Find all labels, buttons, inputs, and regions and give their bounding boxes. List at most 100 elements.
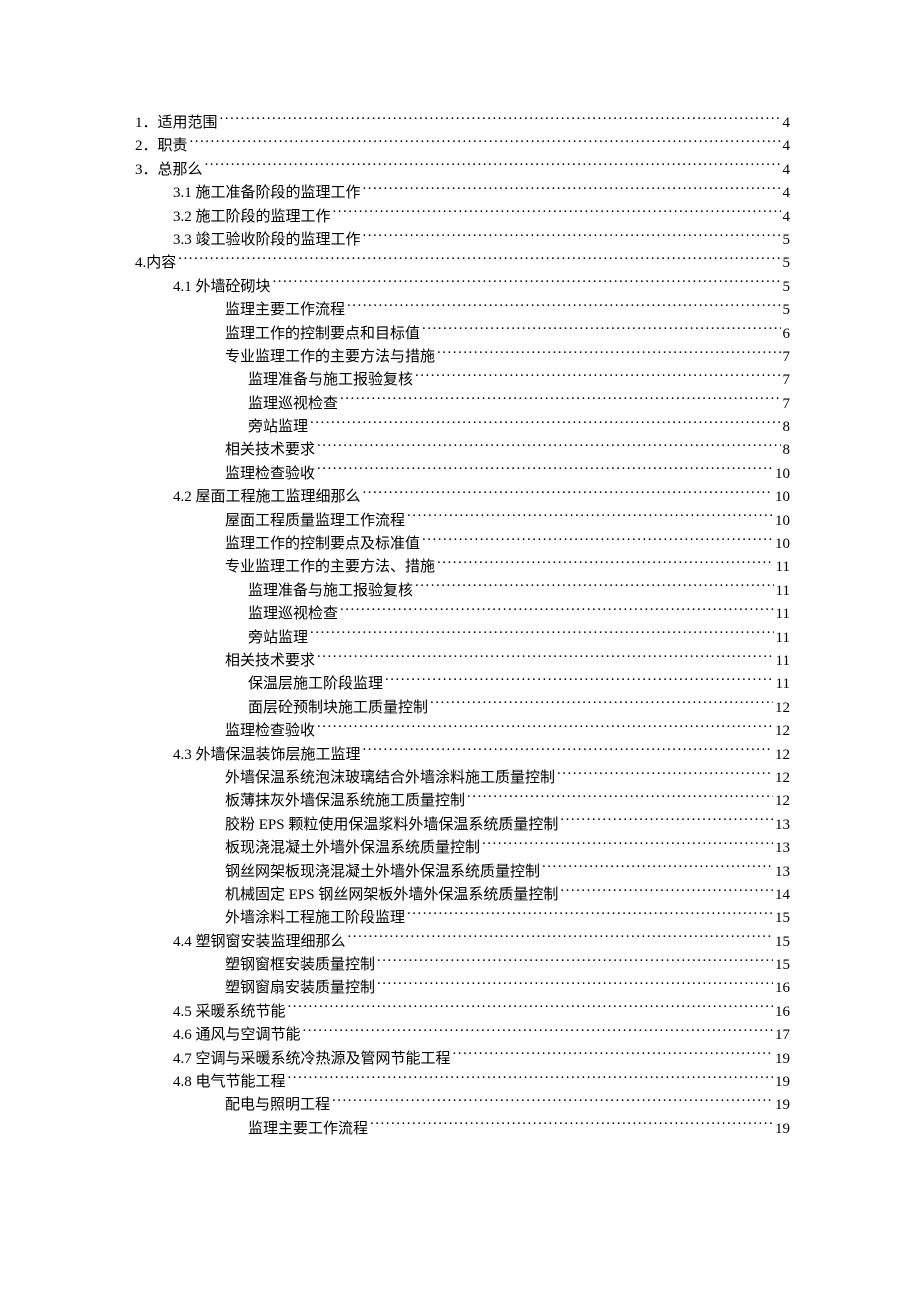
toc-entry: 面层砼预制块施工质量控制12 <box>135 697 790 720</box>
toc-page-number: 10 <box>775 486 790 509</box>
toc-entry: 监理主要工作流程 5 <box>135 299 790 322</box>
toc-entry: 外墙涂料工程施工阶段监理 15 <box>135 907 790 930</box>
table-of-contents: 1．适用范围42．职责43．总那么 4 3.1 施工准备阶段的监理工作 4 3.2 施工… <box>135 112 790 1141</box>
toc-leader <box>220 112 781 127</box>
toc-page-number: 15 <box>775 931 790 954</box>
toc-label: 监理主要工作流程 <box>248 1118 368 1141</box>
toc-entry: 胶粉 EPS 颗粒使用保温浆料外墙保温系统质量控制13 <box>135 814 790 837</box>
toc-entry: 3．总那么 4 <box>135 159 790 182</box>
toc-entry: 保温层施工阶段监理 11 <box>135 673 790 696</box>
toc-page-number: 11 <box>776 673 790 696</box>
toc-page-number: 15 <box>775 954 790 977</box>
toc-leader <box>560 814 773 829</box>
toc-leader <box>385 673 774 688</box>
toc-leader <box>317 439 780 454</box>
toc-entry: 2．职责4 <box>135 135 790 158</box>
toc-entry: 1．适用范围4 <box>135 112 790 135</box>
toc-label: 监理主要工作流程 <box>225 299 345 322</box>
toc-leader <box>482 837 773 852</box>
toc-page-number: 13 <box>775 837 790 860</box>
toc-leader <box>347 299 780 314</box>
toc-label: 3．总那么 <box>135 159 203 182</box>
toc-entry: 专业监理工作的主要方法、措施11 <box>135 556 790 579</box>
toc-entry: 相关技术要求8 <box>135 439 790 462</box>
toc-label: 4.5 采暖系统节能 <box>173 1001 286 1024</box>
toc-label: 4.7 空调与采暖系统冷热源及管网节能工程 <box>173 1048 451 1071</box>
toc-entry: 旁站监理11 <box>135 627 790 650</box>
toc-label: 外墙涂料工程施工阶段监理 <box>225 907 405 930</box>
toc-page-number: 8 <box>783 416 791 439</box>
toc-leader <box>467 790 773 805</box>
toc-page-number: 12 <box>775 720 790 743</box>
toc-label: 监理巡视检查 <box>248 393 338 416</box>
toc-label: 3.1 施工准备阶段的监理工作 <box>173 182 361 205</box>
toc-entry: 外墙保温系统泡沫玻璃结合外墙涂料施工质量控制12 <box>135 767 790 790</box>
toc-label: 3.3 竣工验收阶段的监理工作 <box>173 229 361 252</box>
toc-entry: 监理巡视检查 7 <box>135 393 790 416</box>
toc-label: 屋面工程质量监理工作流程 <box>225 510 405 533</box>
toc-label: 4.3 外墙保温装饰层施工监理 <box>173 744 361 767</box>
toc-label: 面层砼预制块施工质量控制 <box>248 697 428 720</box>
toc-page-number: 11 <box>776 627 790 650</box>
toc-page-number: 16 <box>775 1001 790 1024</box>
toc-leader <box>377 954 773 969</box>
toc-page-number: 5 <box>783 252 791 275</box>
toc-leader <box>363 744 773 759</box>
toc-entry: 配电与照明工程19 <box>135 1094 790 1117</box>
toc-page-number: 5 <box>783 299 791 322</box>
toc-label: 监理工作的控制要点及标准值 <box>225 533 420 556</box>
toc-label: 4.2 屋面工程施工监理细那么 <box>173 486 361 509</box>
toc-label: 监理准备与施工报验复核 <box>248 369 413 392</box>
toc-entry: 3.1 施工准备阶段的监理工作 4 <box>135 182 790 205</box>
toc-label: 4.4 塑钢窗安装监理细那么 <box>173 931 346 954</box>
toc-leader <box>303 1024 773 1039</box>
toc-page-number: 4 <box>783 206 791 229</box>
toc-label: 监理准备与施工报验复核 <box>248 580 413 603</box>
toc-label: 4.1 外墙砼砌块 <box>173 276 271 299</box>
toc-leader <box>190 135 781 150</box>
toc-entry: 4.6 通风与空调节能17 <box>135 1024 790 1047</box>
toc-entry: 4.2 屋面工程施工监理细那么 10 <box>135 486 790 509</box>
toc-leader <box>205 159 781 174</box>
toc-label: 专业监理工作的主要方法与措施 <box>225 346 435 369</box>
toc-page-number: 19 <box>775 1071 790 1094</box>
toc-page-number: 8 <box>783 439 791 462</box>
toc-label: 4.8 电气节能工程 <box>173 1071 286 1094</box>
toc-leader <box>557 767 773 782</box>
toc-page-number: 11 <box>776 650 790 673</box>
toc-leader <box>370 1118 773 1133</box>
toc-entry: 板现浇混凝土外墙外保温系统质量控制13 <box>135 837 790 860</box>
toc-label: 保温层施工阶段监理 <box>248 673 383 696</box>
toc-leader <box>340 393 780 408</box>
toc-leader <box>437 556 774 571</box>
toc-leader <box>310 627 774 642</box>
toc-page-number: 12 <box>775 767 790 790</box>
toc-entry: 4.内容 5 <box>135 252 790 275</box>
toc-label: 3.2 施工阶段的监理工作 <box>173 206 331 229</box>
toc-page-number: 5 <box>783 276 791 299</box>
toc-label: 塑钢窗扇安装质量控制 <box>225 977 375 1000</box>
toc-entry: 监理检查验收12 <box>135 720 790 743</box>
toc-page-number: 13 <box>775 861 790 884</box>
toc-entry: 监理准备与施工报验复核7 <box>135 369 790 392</box>
toc-leader <box>363 486 773 501</box>
toc-label: 旁站监理 <box>248 416 308 439</box>
toc-entry: 3.3 竣工验收阶段的监理工作5 <box>135 229 790 252</box>
toc-page-number: 7 <box>783 393 791 416</box>
toc-label: 4.6 通风与空调节能 <box>173 1024 301 1047</box>
toc-entry: 塑钢窗扇安装质量控制16 <box>135 977 790 1000</box>
toc-page-number: 4 <box>783 112 791 135</box>
toc-entry: 监理工作的控制要点和目标值6 <box>135 323 790 346</box>
toc-page-number: 11 <box>776 556 790 579</box>
toc-page-number: 4 <box>783 135 791 158</box>
toc-leader <box>430 697 773 712</box>
toc-label: 相关技术要求 <box>225 650 315 673</box>
toc-leader <box>178 252 780 267</box>
toc-page-number: 15 <box>775 907 790 930</box>
toc-label: 4.内容 <box>135 252 176 275</box>
toc-label: 监理巡视检查 <box>248 603 338 626</box>
toc-entry: 专业监理工作的主要方法与措施7 <box>135 346 790 369</box>
toc-page-number: 4 <box>783 182 791 205</box>
toc-label: 配电与照明工程 <box>225 1094 330 1117</box>
toc-page-number: 4 <box>783 159 791 182</box>
